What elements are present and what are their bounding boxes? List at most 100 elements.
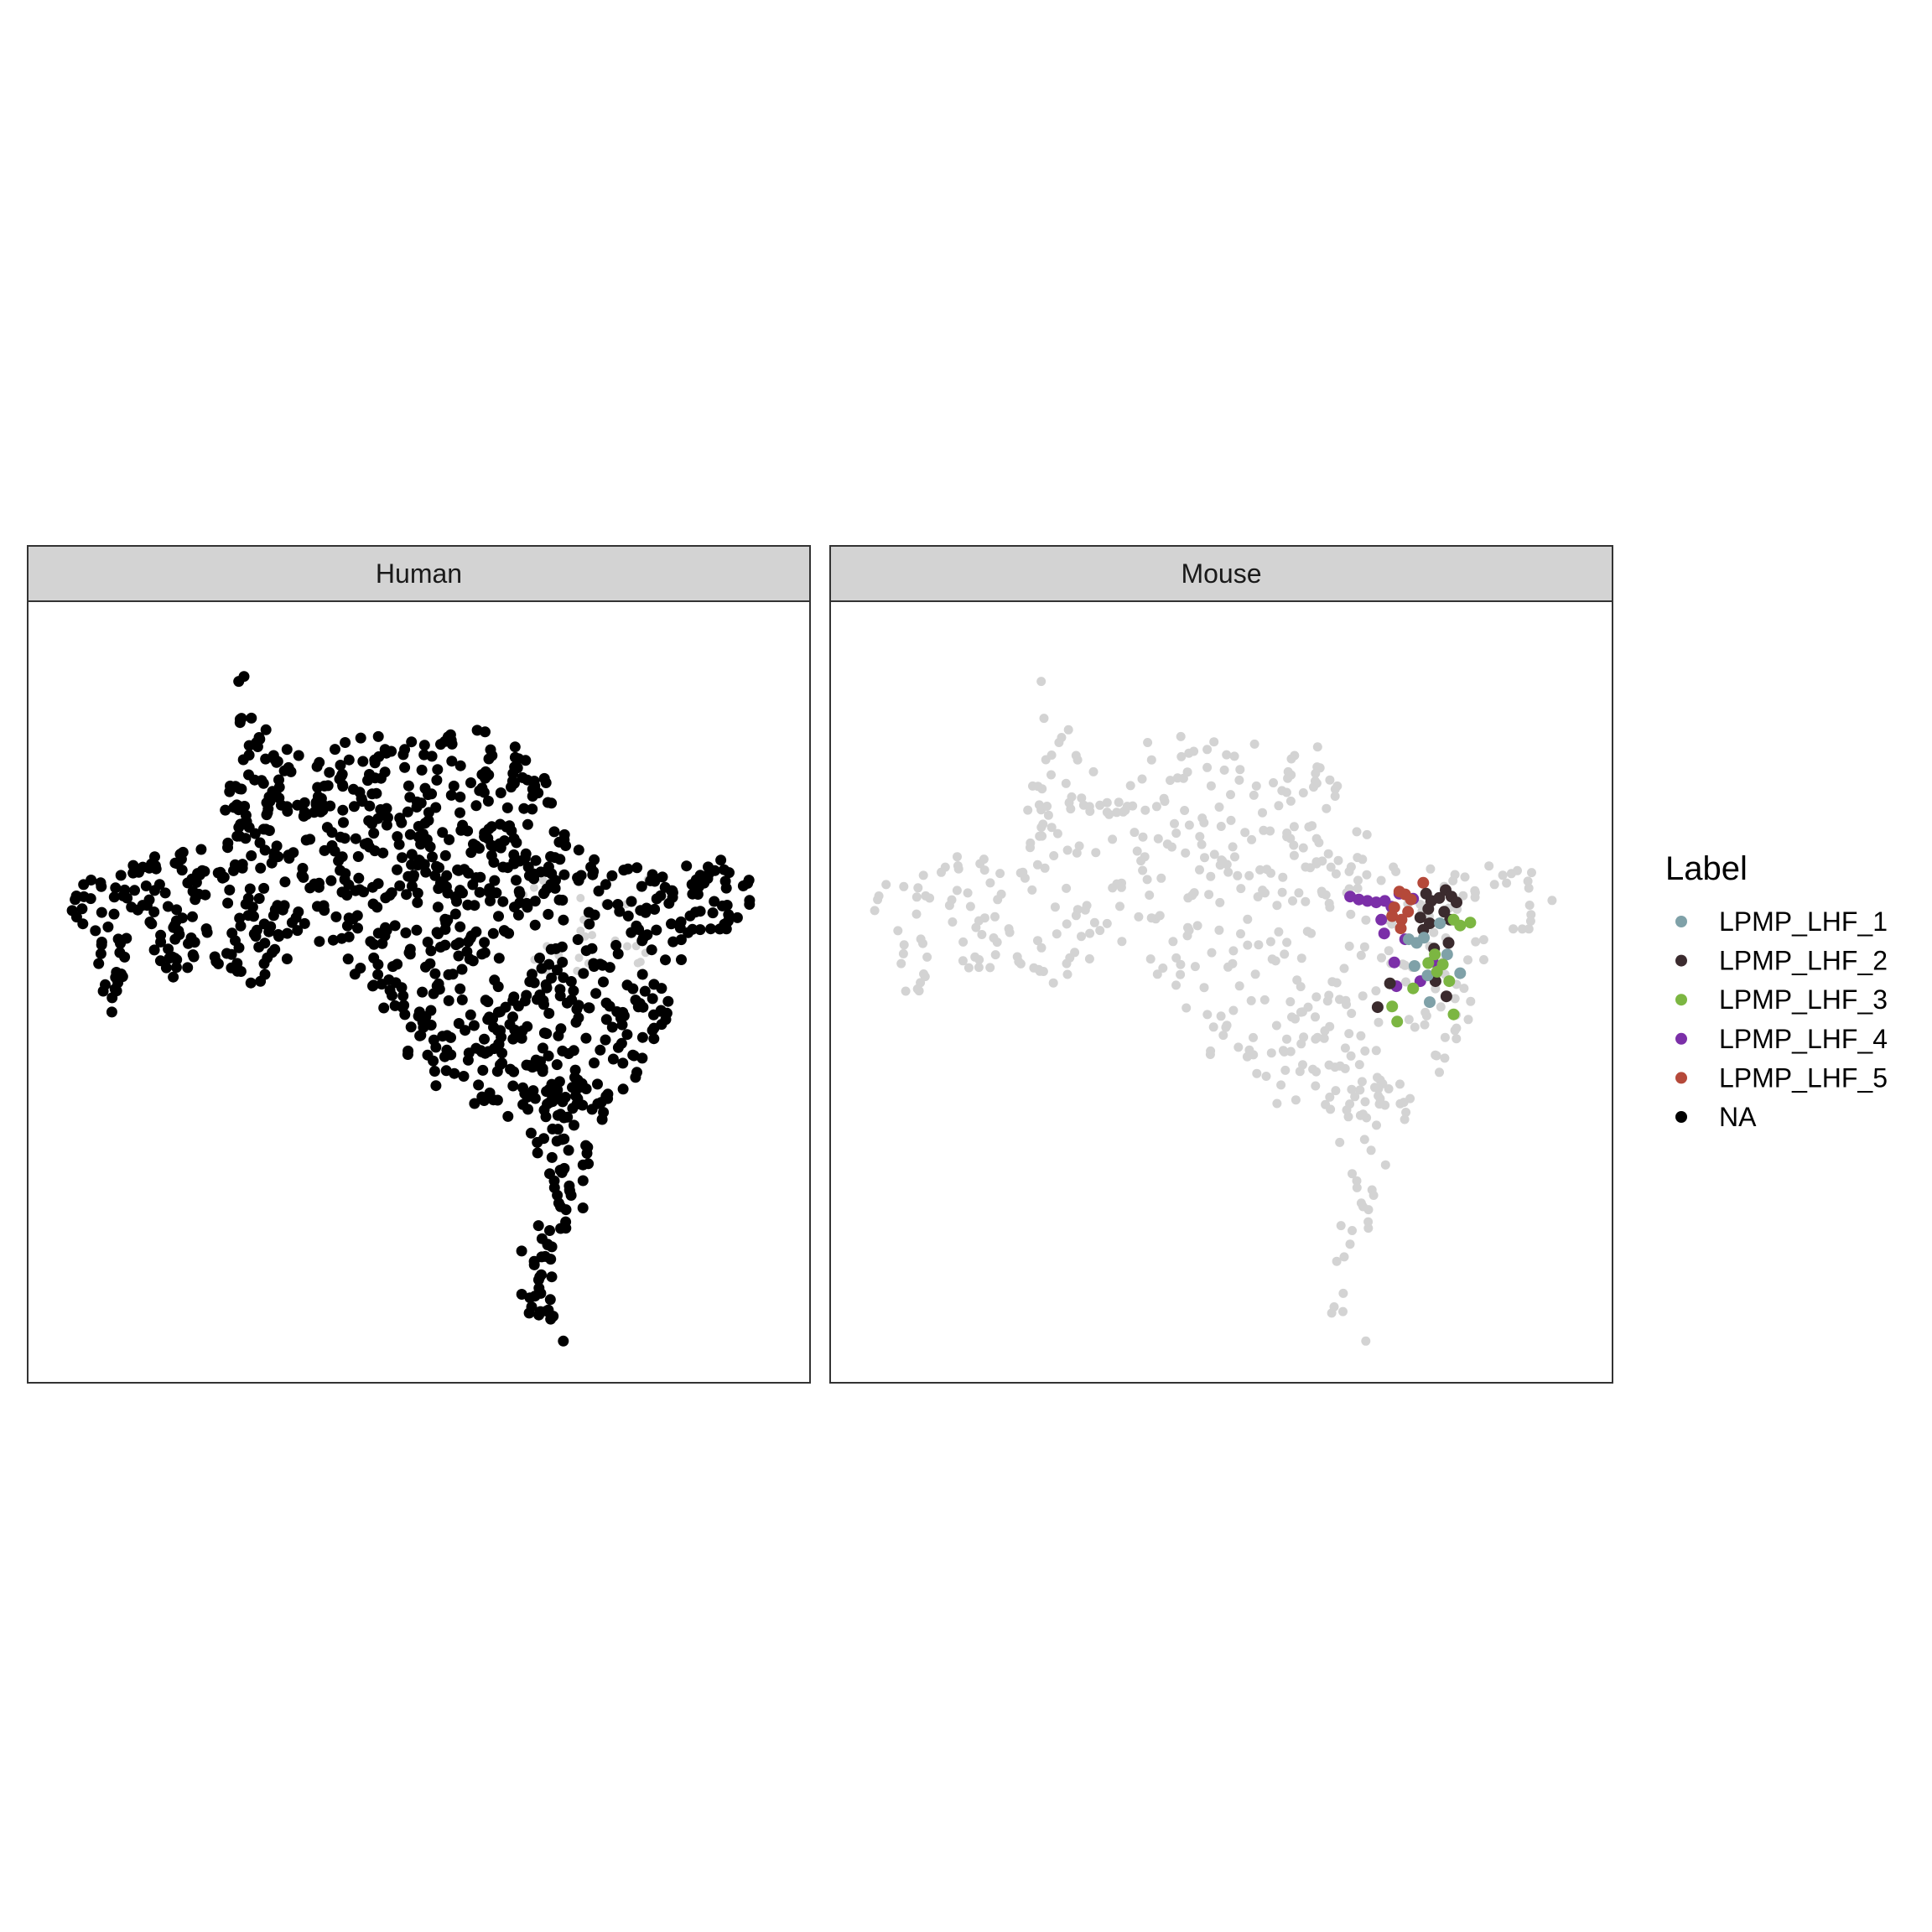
human-point [439,849,451,861]
human-point [687,888,699,900]
human-point [722,916,734,927]
human-point [543,1097,555,1109]
human-point [610,939,622,951]
mouse-background-point [1156,873,1166,883]
mouse-background-point [1249,739,1259,749]
human-point [509,901,520,913]
mouse-background-point [1134,911,1144,922]
human-point [137,861,148,873]
human-point [539,1250,551,1262]
mouse-background-point [1189,746,1199,756]
human-point [558,914,569,926]
mouse-background-point [1319,1033,1329,1043]
human-point [548,826,560,838]
mouse-background-point [1340,1063,1350,1073]
human-point [78,879,90,891]
legend-key-lpmp-lhf-5 [1675,1072,1687,1084]
human-point [529,919,541,931]
mouse-background-point [1498,870,1508,880]
human-point [281,953,293,964]
human-background-point [576,927,585,935]
mouse-background-point [1415,900,1426,909]
human-point [384,984,396,996]
mouse-background-point [1023,805,1033,815]
human-point [592,1098,604,1109]
human-point [521,989,532,1001]
human-point [368,938,380,950]
human-point [465,1009,476,1021]
human-point [465,930,477,942]
human-point [598,976,609,988]
mouse-background-point [896,958,906,969]
human-point [520,848,532,860]
human-background-point [623,942,631,951]
human-point [554,990,566,1002]
human-point [584,918,595,930]
human-point [279,876,291,888]
mouse-background-point [1265,937,1275,947]
human-point [102,921,114,932]
human-point [392,864,402,875]
mouse-background-point [1228,958,1238,969]
mouse-background-point [1450,870,1460,880]
mouse-background-point [1339,963,1349,974]
human-point [440,1065,452,1077]
mouse-background-point [1035,831,1045,841]
human-point [390,977,402,989]
mouse-background-point [925,893,935,903]
mouse-background-point [1074,841,1084,851]
mouse-background-point [1513,865,1522,875]
human-point [255,862,267,874]
mouse-background-point [1228,946,1239,956]
mouse-background-point [1249,790,1259,800]
mouse-background-point [1272,901,1282,911]
human-point [431,980,443,992]
human-point [111,985,122,997]
mouse-background-point [1253,892,1263,901]
mouse-background-point [1353,853,1363,863]
human-point [504,1019,516,1031]
human-background-point [576,894,585,902]
human-point [330,744,340,756]
human-point [397,990,409,1002]
human-point [636,880,647,892]
human-point [473,1079,485,1091]
mouse-background-point [965,901,975,911]
human-point [470,840,482,852]
human-point [522,1104,534,1115]
mouse-background-point [1440,1053,1450,1063]
mouse-background-point [1326,1104,1336,1114]
human-point [485,744,496,756]
mouse-background-point [1036,943,1046,953]
human-point [246,850,257,861]
mouse-background-point [1547,896,1557,906]
panel-mouse [829,600,1613,1384]
human-point [454,921,466,932]
mouse-point-lpmp-lhf-1 [1454,967,1467,979]
human-point [405,1021,417,1033]
mouse-background-point [1330,784,1340,794]
human-point [404,792,416,803]
human-point [437,1031,449,1042]
mouse-background-point [1195,832,1205,842]
human-point [541,982,553,994]
human-point [422,1049,434,1061]
mouse-background-point [1049,851,1059,860]
mouse-background-point [1170,818,1179,828]
mouse-background-point [1243,914,1253,924]
human-point [423,807,434,818]
human-point [456,994,468,1005]
human-point [506,782,517,793]
mouse-background-point [1258,886,1268,896]
legend-key-lpmp-lhf-3 [1675,994,1687,1006]
mouse-background-point [1176,959,1186,969]
mouse-background-point [1509,924,1519,934]
mouse-background-point [1296,953,1306,963]
human-point [379,744,391,756]
human-point [155,929,167,941]
human-point [470,800,482,812]
mouse-background-point [1301,862,1311,872]
mouse-background-point [1350,1092,1360,1102]
human-point [572,934,584,945]
human-point [543,1050,554,1062]
